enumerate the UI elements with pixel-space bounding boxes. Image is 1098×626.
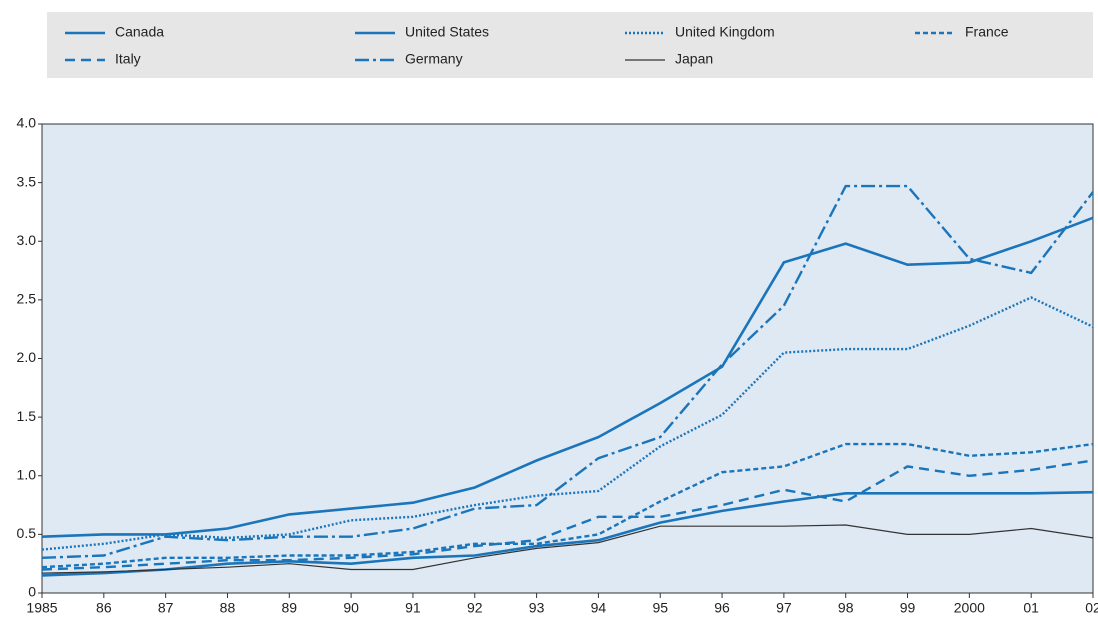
y-tick-label: 4.0 — [17, 115, 37, 131]
x-tick-label: 96 — [714, 600, 730, 616]
legend-label: United States — [405, 24, 489, 40]
x-tick-label: 93 — [529, 600, 545, 616]
series-line — [41, 296, 1094, 551]
x-tick-label: 98 — [838, 600, 854, 616]
series-line — [41, 184, 1094, 559]
x-tick-label: 88 — [220, 600, 236, 616]
x-tick-label: 90 — [343, 600, 359, 616]
y-tick-label: 2.5 — [17, 291, 37, 307]
series-line — [41, 490, 1094, 577]
plot-area — [41, 123, 1094, 594]
legend-box — [47, 12, 1093, 78]
x-tick-label: 1985 — [26, 600, 57, 616]
legend-label: Japan — [675, 51, 713, 67]
y-tick-label: 0.5 — [17, 525, 37, 541]
y-tick-label: 3.5 — [17, 173, 37, 189]
legend-label: Germany — [405, 51, 463, 67]
x-tick-label: 95 — [652, 600, 668, 616]
x-tick-label: 99 — [900, 600, 916, 616]
x-tick-label: 87 — [158, 600, 174, 616]
series-line — [41, 524, 1094, 574]
x-tick-label: 2000 — [954, 600, 985, 616]
x-tick-label: 02 — [1085, 600, 1098, 616]
y-tick-label: 1.0 — [17, 466, 37, 482]
x-tick-label: 97 — [776, 600, 792, 616]
x-tick-label: 01 — [1023, 600, 1039, 616]
series-line — [41, 442, 1094, 569]
legend-label: United Kingdom — [675, 24, 775, 40]
legend-label: France — [965, 24, 1009, 40]
x-tick-label: 91 — [405, 600, 421, 616]
x-tick-label: 92 — [467, 600, 483, 616]
y-tick-label: 3.0 — [17, 232, 37, 248]
y-tick-label: 1.5 — [17, 408, 37, 424]
y-tick-label: 2.0 — [17, 349, 37, 365]
legend-label: Canada — [115, 24, 164, 40]
y-tick-label: 0 — [28, 584, 36, 600]
x-tick-label: 86 — [96, 600, 112, 616]
x-tick-label: 89 — [282, 600, 298, 616]
series-line — [41, 459, 1094, 571]
series-line — [41, 216, 1094, 538]
x-tick-label: 94 — [591, 600, 607, 616]
legend-label: Italy — [115, 51, 141, 67]
